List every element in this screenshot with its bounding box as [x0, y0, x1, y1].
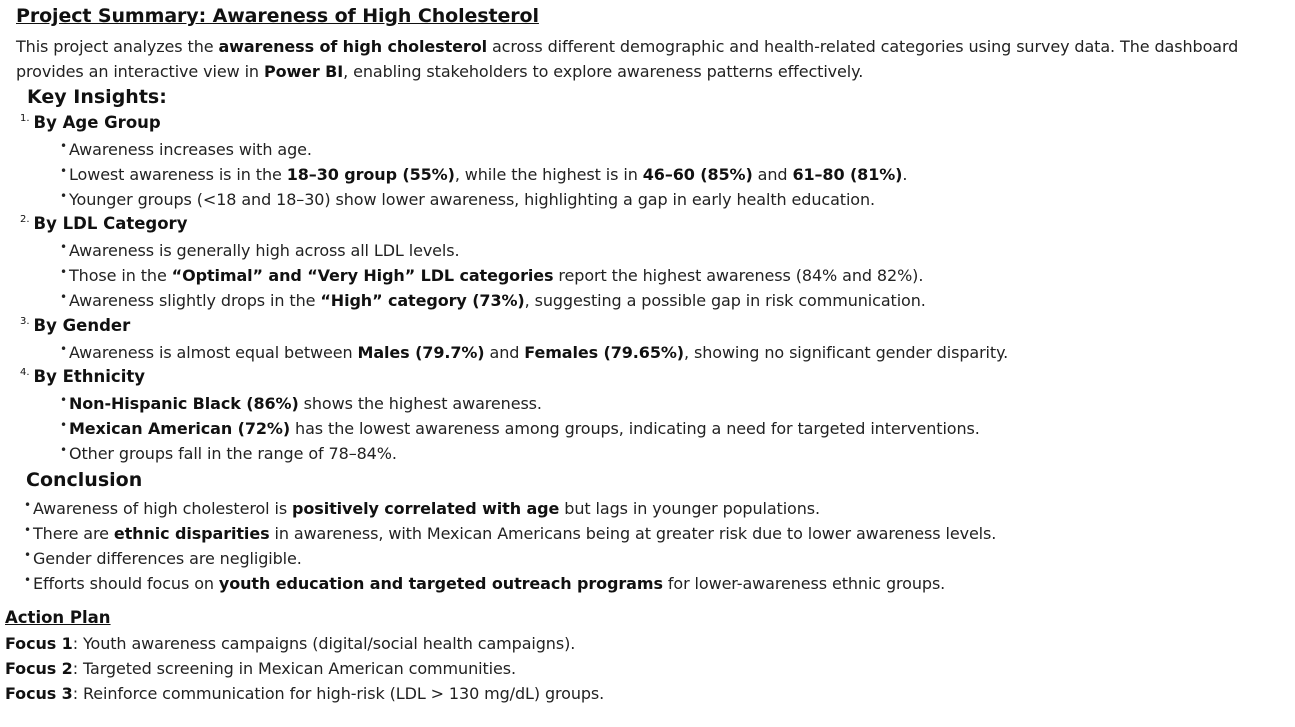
- list-item-text: report the highest awareness (84% and 82…: [553, 266, 924, 285]
- list-item-text: for lower-awareness ethnic groups.: [662, 574, 946, 593]
- section-heading-text: By Age Group: [33, 113, 161, 132]
- list-item-text: but lags in younger populations.: [559, 499, 821, 518]
- intro-bold-topic: awareness of high cholesterol: [218, 37, 487, 56]
- action-plan-item: Focus 3: Reinforce communication for hig…: [5, 684, 604, 703]
- bullet-icon: •: [60, 164, 67, 178]
- section-heading-age: 1. By Age Group: [20, 113, 161, 132]
- list-item-text: Awareness is almost equal between: [68, 343, 358, 362]
- bullet-icon: •: [60, 342, 67, 356]
- list-item-bold: Non-Hispanic Black (86%): [68, 394, 299, 413]
- focus-label: Focus 3: [5, 684, 73, 703]
- list-item: • Lowest awareness is in the 18–30 group …: [60, 164, 908, 184]
- list-item-bold: 18–30 group (55%): [286, 165, 455, 184]
- list-item: • Those in the “Optimal” and “Very High” …: [60, 265, 923, 285]
- focus-text: : Reinforce communication for high-risk …: [72, 684, 605, 703]
- list-item-bold: positively correlated with age: [292, 499, 560, 518]
- bullet-icon: •: [60, 265, 67, 279]
- focus-text: : Targeted screening in Mexican American…: [72, 659, 516, 678]
- bullet-icon: •: [24, 523, 31, 537]
- focus-text: : Youth awareness campaigns (digital/soc…: [72, 634, 576, 653]
- list-item-text: Efforts should focus on: [32, 574, 219, 593]
- list-item: • Awareness is almost equal between Males…: [60, 342, 1008, 362]
- intro-text: This project analyzes the: [16, 37, 219, 56]
- list-item: • Awareness of high cholesterol is positi…: [24, 498, 820, 518]
- list-item-text: in awareness, with Mexican Americans bei…: [269, 524, 997, 543]
- list-item-text: and: [752, 165, 793, 184]
- list-item-text: Younger groups (<18 and 18–30) show lowe…: [68, 190, 876, 209]
- bullet-icon: •: [60, 139, 67, 153]
- key-insights-heading: Key Insights:: [27, 86, 167, 108]
- conclusion-heading: Conclusion: [26, 469, 143, 491]
- bullet-icon: •: [24, 573, 31, 587]
- list-item-bold: ethnic disparities: [113, 524, 270, 543]
- list-item-bold: 46–60 (85%): [642, 165, 753, 184]
- intro-text: across different demographic and health-…: [16, 37, 1239, 81]
- list-item-text: Those in the: [68, 266, 172, 285]
- list-item-text: , showing no significant gender disparit…: [684, 343, 1009, 362]
- list-item-text: Awareness is generally high across all L…: [68, 241, 460, 260]
- bullet-icon: •: [60, 290, 67, 304]
- list-item-text: Gender differences are negligible.: [32, 549, 302, 568]
- bullet-icon: •: [60, 189, 67, 203]
- list-item: • Younger groups (<18 and 18–30) show low…: [60, 189, 875, 209]
- intro-text: , enabling stakeholders to explore aware…: [343, 62, 864, 81]
- section-heading-text: By Gender: [33, 316, 131, 335]
- list-item: • Awareness slightly drops in the “High” …: [60, 290, 926, 310]
- list-item-bold: “Optimal” and “Very High” LDL categories: [171, 266, 554, 285]
- list-item-text: Awareness increases with age.: [68, 140, 312, 159]
- section-number: 2.: [20, 214, 30, 225]
- section-heading-ethnicity: 4. By Ethnicity: [20, 367, 145, 386]
- list-item-bold: Mexican American (72%): [68, 419, 291, 438]
- bullet-icon: •: [60, 240, 67, 254]
- list-item-text: Awareness slightly drops in the: [68, 291, 321, 310]
- list-item: • Awareness increases with age.: [60, 139, 312, 159]
- list-item: • Gender differences are negligible.: [24, 548, 302, 568]
- page-title: Project Summary: Awareness of High Chole…: [16, 5, 539, 27]
- list-item-text: has the lowest awareness among groups, i…: [290, 419, 980, 438]
- list-item-text: .: [902, 165, 908, 184]
- list-item-text: shows the highest awareness.: [298, 394, 542, 413]
- list-item-text: , while the highest is in: [454, 165, 643, 184]
- list-item-text: Other groups fall in the range of 78–84%…: [68, 444, 397, 463]
- list-item-bold: Males (79.7%): [357, 343, 485, 362]
- bullet-icon: •: [60, 443, 67, 457]
- list-item-text: Awareness of high cholesterol is: [32, 499, 293, 518]
- bullet-icon: •: [24, 548, 31, 562]
- action-plan-item: Focus 2: Targeted screening in Mexican A…: [5, 659, 516, 678]
- list-item-text: There are: [32, 524, 114, 543]
- action-plan-heading: Action Plan: [5, 608, 111, 627]
- section-heading-text: By Ethnicity: [33, 367, 146, 386]
- focus-label: Focus 1: [5, 634, 73, 653]
- section-heading-gender: 3. By Gender: [20, 316, 130, 335]
- intro-paragraph: This project analyzes the awareness of h…: [16, 34, 1288, 84]
- list-item-text: and: [484, 343, 525, 362]
- section-heading-ldl: 2. By LDL Category: [20, 214, 187, 233]
- section-number: 1.: [20, 113, 30, 124]
- section-number: 3.: [20, 316, 30, 327]
- list-item-bold: Females (79.65%): [524, 343, 684, 362]
- list-item: • Non-Hispanic Black (86%) shows the high…: [60, 393, 542, 413]
- section-heading-text: By LDL Category: [33, 214, 188, 233]
- list-item: • Mexican American (72%) has the lowest a…: [60, 418, 980, 438]
- list-item: • There are ethnic disparities in awarene…: [24, 523, 996, 543]
- list-item-bold: youth education and targeted outreach pr…: [218, 574, 663, 593]
- intro-bold-tool: Power BI: [263, 62, 344, 81]
- section-number: 4.: [20, 367, 30, 378]
- list-item-text: Lowest awareness is in the: [68, 165, 287, 184]
- list-item-bold: 61–80 (81%): [792, 165, 903, 184]
- bullet-icon: •: [60, 393, 67, 407]
- list-item-text: , suggesting a possible gap in risk comm…: [524, 291, 926, 310]
- action-plan-item: Focus 1: Youth awareness campaigns (digi…: [5, 634, 575, 653]
- list-item-bold: “High” category (73%): [320, 291, 525, 310]
- bullet-icon: •: [60, 418, 67, 432]
- list-item: • Awareness is generally high across all …: [60, 240, 460, 260]
- focus-label: Focus 2: [5, 659, 73, 678]
- list-item: • Other groups fall in the range of 78–84…: [60, 443, 397, 463]
- bullet-icon: •: [24, 498, 31, 512]
- list-item: • Efforts should focus on youth education…: [24, 573, 945, 593]
